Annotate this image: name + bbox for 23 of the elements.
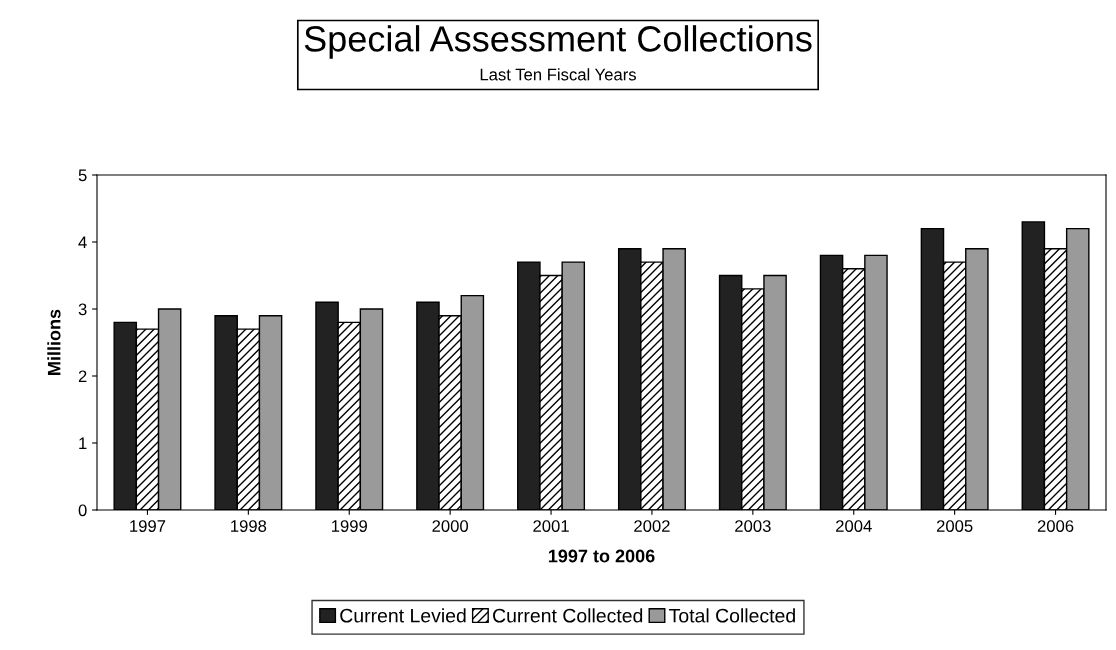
- x-tick-label: 1998: [231, 520, 267, 532]
- x-tick-label: 2006: [1037, 520, 1074, 532]
- legend-label: Current Levied: [340, 608, 466, 623]
- y-tick-label: 3: [78, 303, 87, 316]
- y-tick-label: 1: [79, 437, 87, 450]
- y-axis-title: Millions: [47, 309, 61, 375]
- x-tick-label: 2001: [533, 520, 569, 532]
- x-tick-label: 1999: [331, 520, 367, 532]
- x-tick-label: 2000: [432, 520, 469, 532]
- legend-label: Current Collected: [493, 608, 643, 623]
- y-tick-label: 4: [78, 236, 87, 249]
- x-tick-label: 2003: [735, 520, 771, 532]
- x-tick-label: 2005: [936, 520, 973, 532]
- x-tick-label: 2002: [634, 520, 670, 532]
- y-tick-label: 5: [78, 169, 87, 182]
- chart-subtitle: Last Ten Fiscal Years: [480, 68, 637, 81]
- x-tick-label: 1997: [130, 520, 166, 532]
- y-tick-label: 0: [78, 504, 87, 517]
- x-tick-label: 2004: [836, 520, 872, 532]
- legend-label: Total Collected: [669, 608, 795, 623]
- chart-title: Special Assessment Collections: [304, 25, 812, 59]
- x-axis-title: 1997 to 2006: [548, 549, 655, 563]
- y-tick-label: 2: [78, 370, 87, 383]
